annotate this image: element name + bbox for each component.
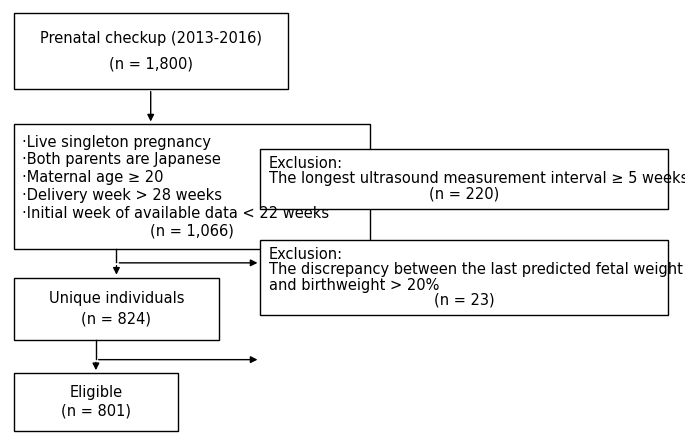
Text: Exclusion:: Exclusion: bbox=[269, 156, 342, 171]
FancyBboxPatch shape bbox=[14, 278, 219, 340]
Text: (n = 1,800): (n = 1,800) bbox=[109, 56, 192, 71]
Text: (n = 824): (n = 824) bbox=[82, 311, 151, 326]
Text: The discrepancy between the last predicted fetal weight: The discrepancy between the last predict… bbox=[269, 262, 682, 278]
Text: Prenatal checkup (2013-2016): Prenatal checkup (2013-2016) bbox=[40, 31, 262, 46]
FancyBboxPatch shape bbox=[260, 149, 668, 209]
Text: (n = 23): (n = 23) bbox=[434, 293, 495, 308]
Text: (n = 1,066): (n = 1,066) bbox=[150, 223, 234, 238]
Text: The longest ultrasound measurement interval ≥ 5 weeks: The longest ultrasound measurement inter… bbox=[269, 171, 685, 186]
Text: ·Delivery week > 28 weeks: ·Delivery week > 28 weeks bbox=[22, 188, 222, 203]
Text: Exclusion:: Exclusion: bbox=[269, 247, 342, 262]
Text: ·Both parents are Japanese: ·Both parents are Japanese bbox=[22, 152, 221, 167]
Text: (n = 801): (n = 801) bbox=[61, 404, 131, 419]
FancyBboxPatch shape bbox=[260, 240, 668, 315]
FancyBboxPatch shape bbox=[14, 124, 370, 249]
Text: ·Maternal age ≥ 20: ·Maternal age ≥ 20 bbox=[22, 170, 164, 185]
Text: Unique individuals: Unique individuals bbox=[49, 291, 184, 306]
FancyBboxPatch shape bbox=[14, 373, 178, 431]
Text: Eligible: Eligible bbox=[69, 385, 123, 400]
Text: and birthweight > 20%: and birthweight > 20% bbox=[269, 278, 439, 293]
Text: (n = 220): (n = 220) bbox=[429, 186, 499, 201]
FancyBboxPatch shape bbox=[14, 13, 288, 89]
Text: ·Live singleton pregnancy: ·Live singleton pregnancy bbox=[22, 135, 211, 150]
Text: ·Initial week of available data < 22 weeks: ·Initial week of available data < 22 wee… bbox=[22, 206, 329, 221]
